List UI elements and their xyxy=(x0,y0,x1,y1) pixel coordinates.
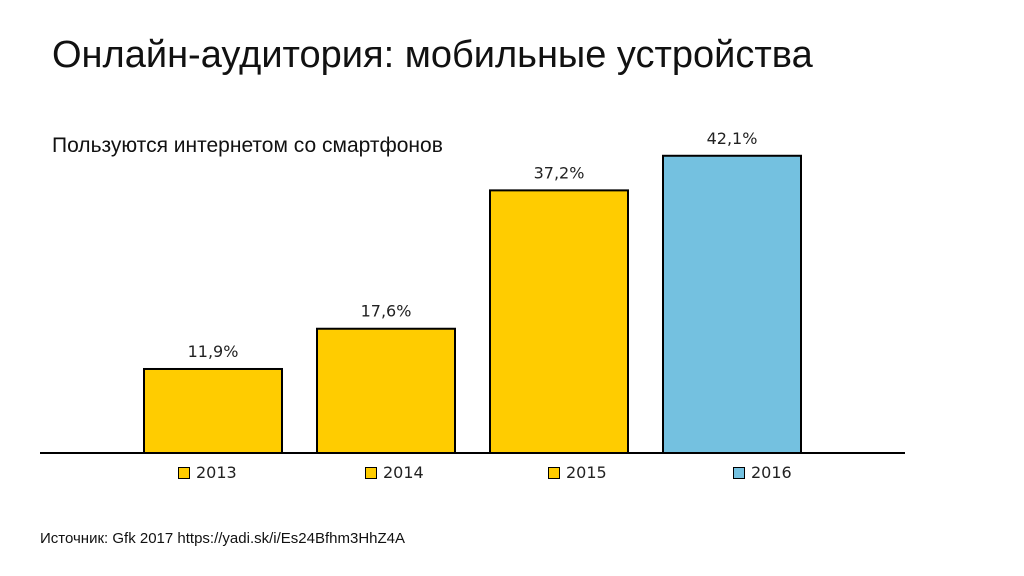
source-note: Источник: Gfk 2017 https://yadi.sk/i/Es2… xyxy=(40,530,406,547)
legend-label: 2013 xyxy=(196,463,237,482)
legend-item-2013: 2013 xyxy=(178,463,237,482)
legend-label: 2015 xyxy=(566,463,607,482)
bar-2016 xyxy=(662,154,802,455)
bar-2015 xyxy=(489,189,629,454)
data-label-2014: 17,6% xyxy=(361,302,412,321)
page-title: Онлайн-аудитория: мобильные устройства xyxy=(52,34,813,76)
legend-label: 2016 xyxy=(751,463,792,482)
legend-item-2014: 2014 xyxy=(365,463,424,482)
chart-legend: 2013 2014 2015 2016 xyxy=(0,463,1024,491)
legend-swatch xyxy=(365,466,377,479)
legend-item-2016: 2016 xyxy=(733,463,792,482)
chart-subtitle: Пользуются интернетом со смартфонов xyxy=(52,134,443,157)
data-label-2015: 37,2% xyxy=(534,163,585,182)
legend-swatch xyxy=(178,466,190,479)
legend-swatch xyxy=(733,466,745,479)
legend-item-2015: 2015 xyxy=(548,463,607,482)
data-label-2016: 42,1% xyxy=(707,129,758,148)
legend-swatch xyxy=(548,466,560,479)
legend-label: 2014 xyxy=(383,463,424,482)
bar-2013 xyxy=(143,367,283,454)
bar-2014 xyxy=(316,327,456,454)
data-label-2013: 11,9% xyxy=(188,342,239,361)
